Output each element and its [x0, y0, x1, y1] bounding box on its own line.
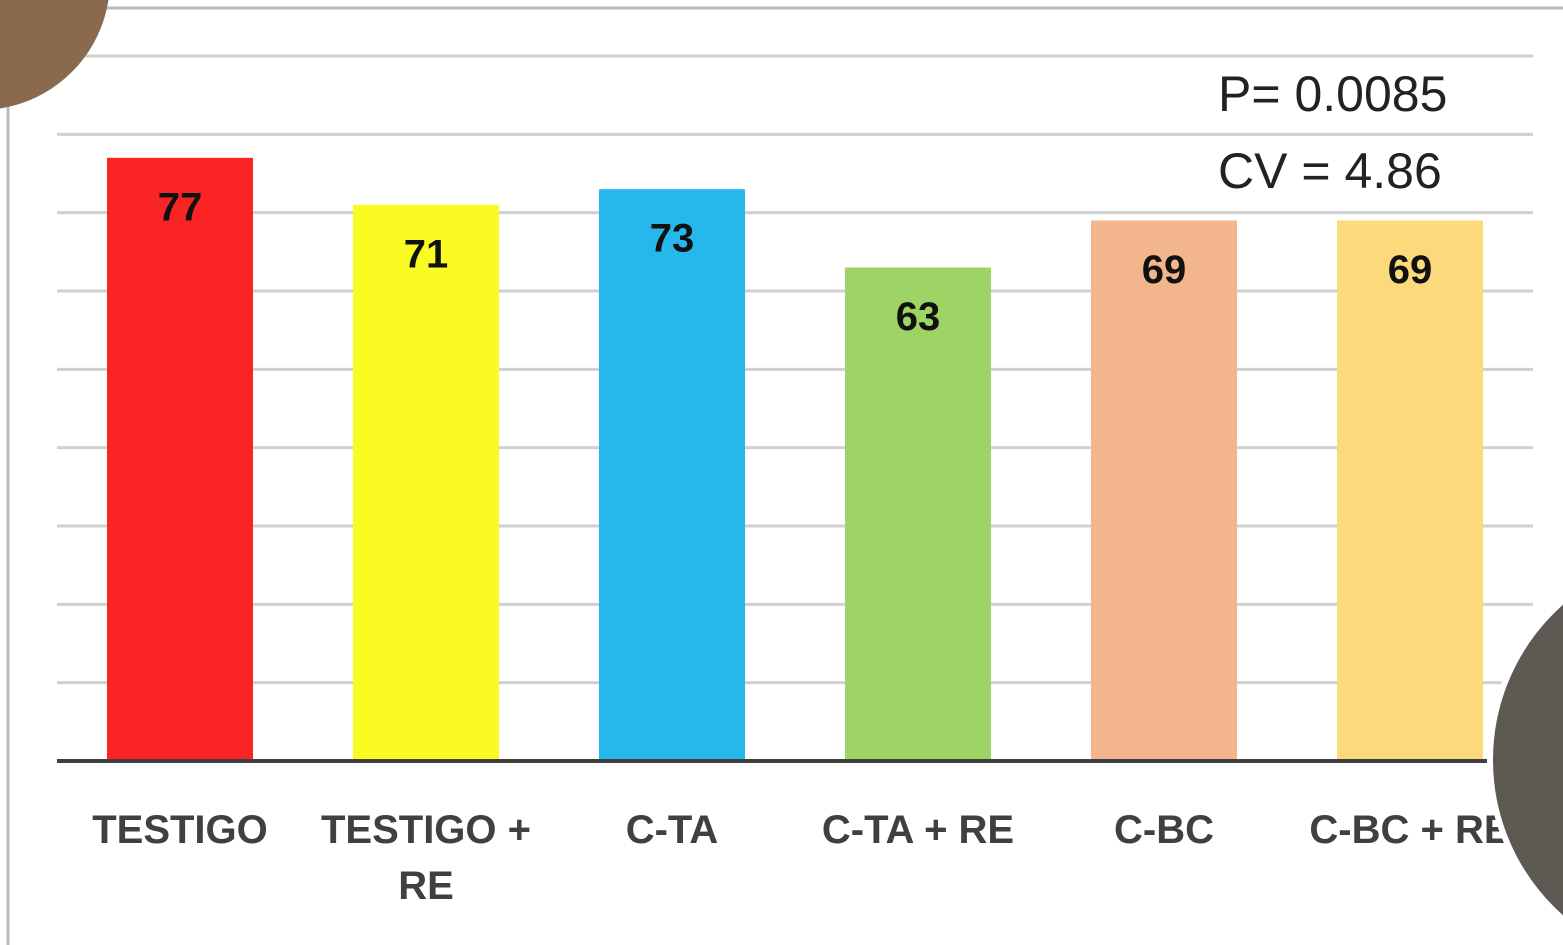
x-tick-label: C-TA + RE — [798, 802, 1038, 858]
value-label: 69 — [1388, 248, 1433, 292]
slide: 77 71 73 63 69 69 P= 0.0085 CV = 4.86 TESTIGO… — [0, 0, 1563, 945]
bar — [1337, 221, 1483, 762]
value-label: 63 — [896, 295, 941, 339]
x-tick-label: C-BC — [1044, 802, 1284, 858]
bar — [353, 205, 499, 761]
bar — [1091, 221, 1237, 762]
annotation: P= 0.0085 — [1218, 66, 1447, 122]
annotation: CV = 4.86 — [1218, 143, 1442, 199]
value-label: 69 — [1142, 248, 1187, 292]
value-label: 71 — [404, 232, 449, 276]
value-label: 73 — [650, 217, 695, 261]
x-tick-label: TESTIGO + RE — [306, 802, 546, 914]
x-tick-label: TESTIGO — [60, 802, 300, 858]
bar — [107, 158, 253, 761]
x-tick-label: C-TA — [552, 802, 792, 858]
value-label: 77 — [158, 185, 203, 229]
bar — [845, 268, 991, 762]
bar — [599, 189, 745, 761]
x-tick-label: C-BC + RE — [1290, 802, 1530, 858]
